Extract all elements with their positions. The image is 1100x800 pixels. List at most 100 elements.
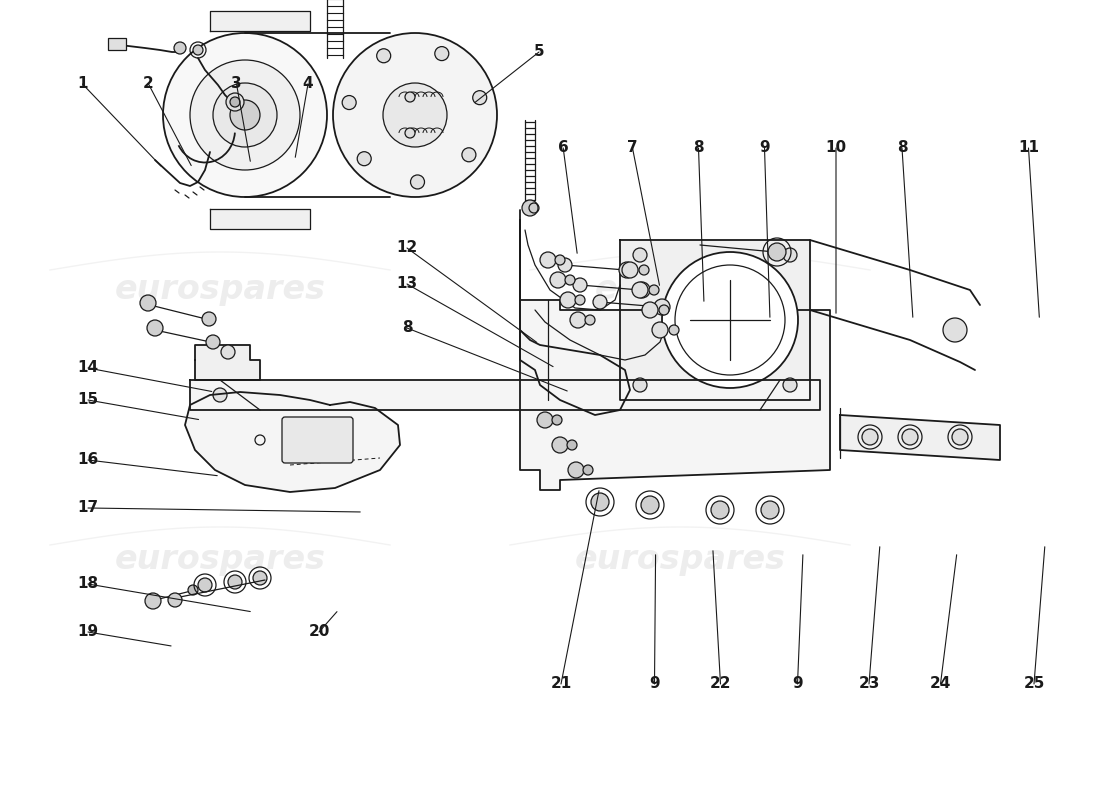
Polygon shape <box>840 415 1000 460</box>
Text: 11: 11 <box>1018 141 1040 155</box>
Circle shape <box>333 33 497 197</box>
Text: 2: 2 <box>143 77 154 91</box>
Circle shape <box>652 322 668 338</box>
Circle shape <box>405 92 415 102</box>
Circle shape <box>140 295 156 311</box>
Circle shape <box>621 262 638 278</box>
Text: eurospares: eurospares <box>114 274 326 306</box>
Text: 12: 12 <box>396 241 418 255</box>
Circle shape <box>376 49 390 62</box>
Circle shape <box>253 571 267 585</box>
Circle shape <box>632 282 648 298</box>
Text: 15: 15 <box>77 393 99 407</box>
Text: 17: 17 <box>77 501 99 515</box>
Polygon shape <box>210 11 310 31</box>
Circle shape <box>550 272 566 288</box>
Text: 4: 4 <box>302 77 313 91</box>
Circle shape <box>206 335 220 349</box>
Text: eurospares: eurospares <box>574 543 785 577</box>
Circle shape <box>632 248 647 262</box>
FancyBboxPatch shape <box>282 417 353 463</box>
Circle shape <box>768 243 786 261</box>
Circle shape <box>566 440 578 450</box>
Text: 19: 19 <box>77 625 99 639</box>
Circle shape <box>642 302 658 318</box>
Text: 9: 9 <box>759 141 770 155</box>
Circle shape <box>190 60 300 170</box>
Text: 23: 23 <box>858 677 880 691</box>
Text: 3: 3 <box>231 77 242 91</box>
Circle shape <box>192 45 204 55</box>
Circle shape <box>583 465 593 475</box>
Text: 18: 18 <box>77 577 99 591</box>
Circle shape <box>952 429 968 445</box>
Circle shape <box>226 93 244 111</box>
Text: 7: 7 <box>627 141 638 155</box>
Circle shape <box>585 315 595 325</box>
Text: 10: 10 <box>825 141 847 155</box>
Circle shape <box>230 97 240 107</box>
Circle shape <box>662 252 798 388</box>
Circle shape <box>558 258 572 272</box>
Circle shape <box>383 83 447 147</box>
Circle shape <box>213 388 227 402</box>
Circle shape <box>632 378 647 392</box>
Circle shape <box>902 429 918 445</box>
Circle shape <box>202 312 216 326</box>
Circle shape <box>575 295 585 305</box>
Circle shape <box>145 593 161 609</box>
Circle shape <box>654 299 670 315</box>
Circle shape <box>573 278 587 292</box>
Bar <box>108 38 126 50</box>
Text: 9: 9 <box>649 677 660 691</box>
Circle shape <box>659 305 669 315</box>
Text: 16: 16 <box>77 453 99 467</box>
Text: 24: 24 <box>930 677 952 691</box>
Circle shape <box>570 312 586 328</box>
Circle shape <box>783 248 798 262</box>
Circle shape <box>522 200 538 216</box>
Circle shape <box>619 262 635 278</box>
Polygon shape <box>620 240 810 400</box>
Circle shape <box>462 148 476 162</box>
Circle shape <box>213 83 277 147</box>
Polygon shape <box>210 209 310 229</box>
Circle shape <box>147 320 163 336</box>
Text: eurospares: eurospares <box>114 543 326 577</box>
Text: 21: 21 <box>550 677 572 691</box>
Circle shape <box>639 265 649 275</box>
Circle shape <box>174 42 186 54</box>
Circle shape <box>634 282 650 298</box>
Circle shape <box>163 33 327 197</box>
Circle shape <box>358 152 371 166</box>
Text: 8: 8 <box>693 141 704 155</box>
Circle shape <box>552 415 562 425</box>
Circle shape <box>943 318 967 342</box>
Circle shape <box>761 501 779 519</box>
Text: eurospares: eurospares <box>594 274 805 306</box>
Circle shape <box>405 128 415 138</box>
Circle shape <box>537 412 553 428</box>
Circle shape <box>669 325 679 335</box>
Circle shape <box>410 175 425 189</box>
Circle shape <box>783 378 798 392</box>
Text: 6: 6 <box>558 141 569 155</box>
Circle shape <box>230 100 260 130</box>
Text: 13: 13 <box>396 277 418 291</box>
Polygon shape <box>520 220 830 490</box>
Circle shape <box>552 437 568 453</box>
Circle shape <box>649 285 659 295</box>
Circle shape <box>168 593 182 607</box>
Text: 14: 14 <box>77 361 99 375</box>
Text: 5: 5 <box>534 45 544 59</box>
Circle shape <box>862 429 878 445</box>
Circle shape <box>593 295 607 309</box>
Circle shape <box>560 292 576 308</box>
Text: 8: 8 <box>402 321 412 335</box>
Circle shape <box>342 95 356 110</box>
Text: 25: 25 <box>1023 677 1045 691</box>
Text: 9: 9 <box>792 677 803 691</box>
Circle shape <box>711 501 729 519</box>
Polygon shape <box>195 345 260 380</box>
Circle shape <box>556 255 565 265</box>
